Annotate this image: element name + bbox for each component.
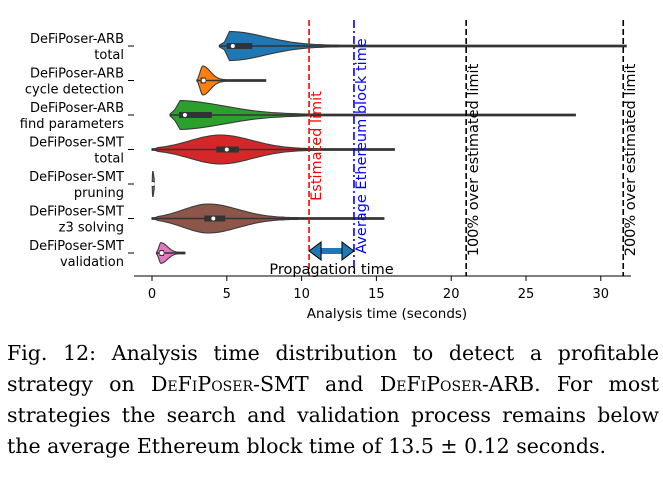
- violin-median: [224, 147, 229, 152]
- caption-suffix: . For most strategies the search and val…: [7, 372, 659, 458]
- x-tick-label: 30: [593, 287, 610, 302]
- arrow-head-left: [308, 241, 322, 261]
- violin-median: [201, 78, 206, 83]
- reference-line-label: Estimated limit: [309, 91, 325, 201]
- reference-lines: Estimated limit Average Ethereum block ti…: [308, 20, 639, 276]
- reference-line-label: 200% over estimated limit: [623, 63, 639, 256]
- category-label-line1: DeFiPoser-SMT: [29, 170, 124, 185]
- x-tick-label: 20: [443, 287, 460, 302]
- violin-median: [150, 182, 155, 186]
- violin-median: [159, 251, 164, 255]
- category-label-line2: total: [94, 152, 124, 167]
- category-label-line2: find parameters: [20, 117, 124, 132]
- violins: [150, 30, 627, 264]
- category-label-line2: validation: [60, 255, 124, 270]
- x-tick-label: 15: [368, 287, 385, 302]
- caption-name-arb: DeFiPoser-ARB: [379, 372, 535, 396]
- category-label-line2: pruning: [74, 186, 124, 201]
- x-tick-label: 25: [518, 287, 535, 302]
- category-label-line2: cycle detection: [25, 83, 124, 98]
- caption-and: and: [308, 372, 380, 396]
- propagation-arrow: Propagation time: [269, 241, 394, 278]
- caption-prefix: Fig. 12: Analysis time distribution to d…: [7, 341, 659, 396]
- violin-median: [182, 113, 187, 117]
- violin-median: [230, 44, 235, 48]
- category-label-line1: DeFiPoser-ARB: [30, 67, 124, 82]
- category-label-line1: DeFiPoser-SMT: [29, 239, 124, 254]
- category-label-line2: z3 solving: [59, 221, 124, 236]
- arrow-head-right: [341, 241, 355, 261]
- caption-name-smt: DeFiPoser-SMT: [151, 372, 309, 396]
- x-tick-label: 10: [293, 287, 310, 302]
- category-label-line1: DeFiPoser-SMT: [29, 205, 124, 220]
- figure-caption: Fig. 12: Analysis time distribution to d…: [7, 338, 659, 462]
- x-ticks: 0 5 10 15 20 25 30: [148, 276, 609, 302]
- x-tick-label: 5: [223, 287, 231, 302]
- arrow-label: Propagation time: [269, 262, 393, 278]
- category-label-line1: DeFiPoser-ARB: [30, 32, 124, 47]
- x-axis-label: Analysis time (seconds): [307, 306, 467, 322]
- reference-line-label: Average Ethereum block time: [354, 38, 370, 254]
- category-label-line1: DeFiPoser-SMT: [29, 136, 124, 151]
- violin-box: [178, 112, 212, 118]
- violin-box: [226, 43, 253, 49]
- reference-line-label: 100% over estimated limit: [466, 63, 482, 256]
- category-label-line2: total: [94, 48, 124, 63]
- x-tick-label: 0: [148, 287, 156, 302]
- category-label-line1: DeFiPoser-ARB: [30, 101, 124, 116]
- violin-median: [211, 216, 216, 221]
